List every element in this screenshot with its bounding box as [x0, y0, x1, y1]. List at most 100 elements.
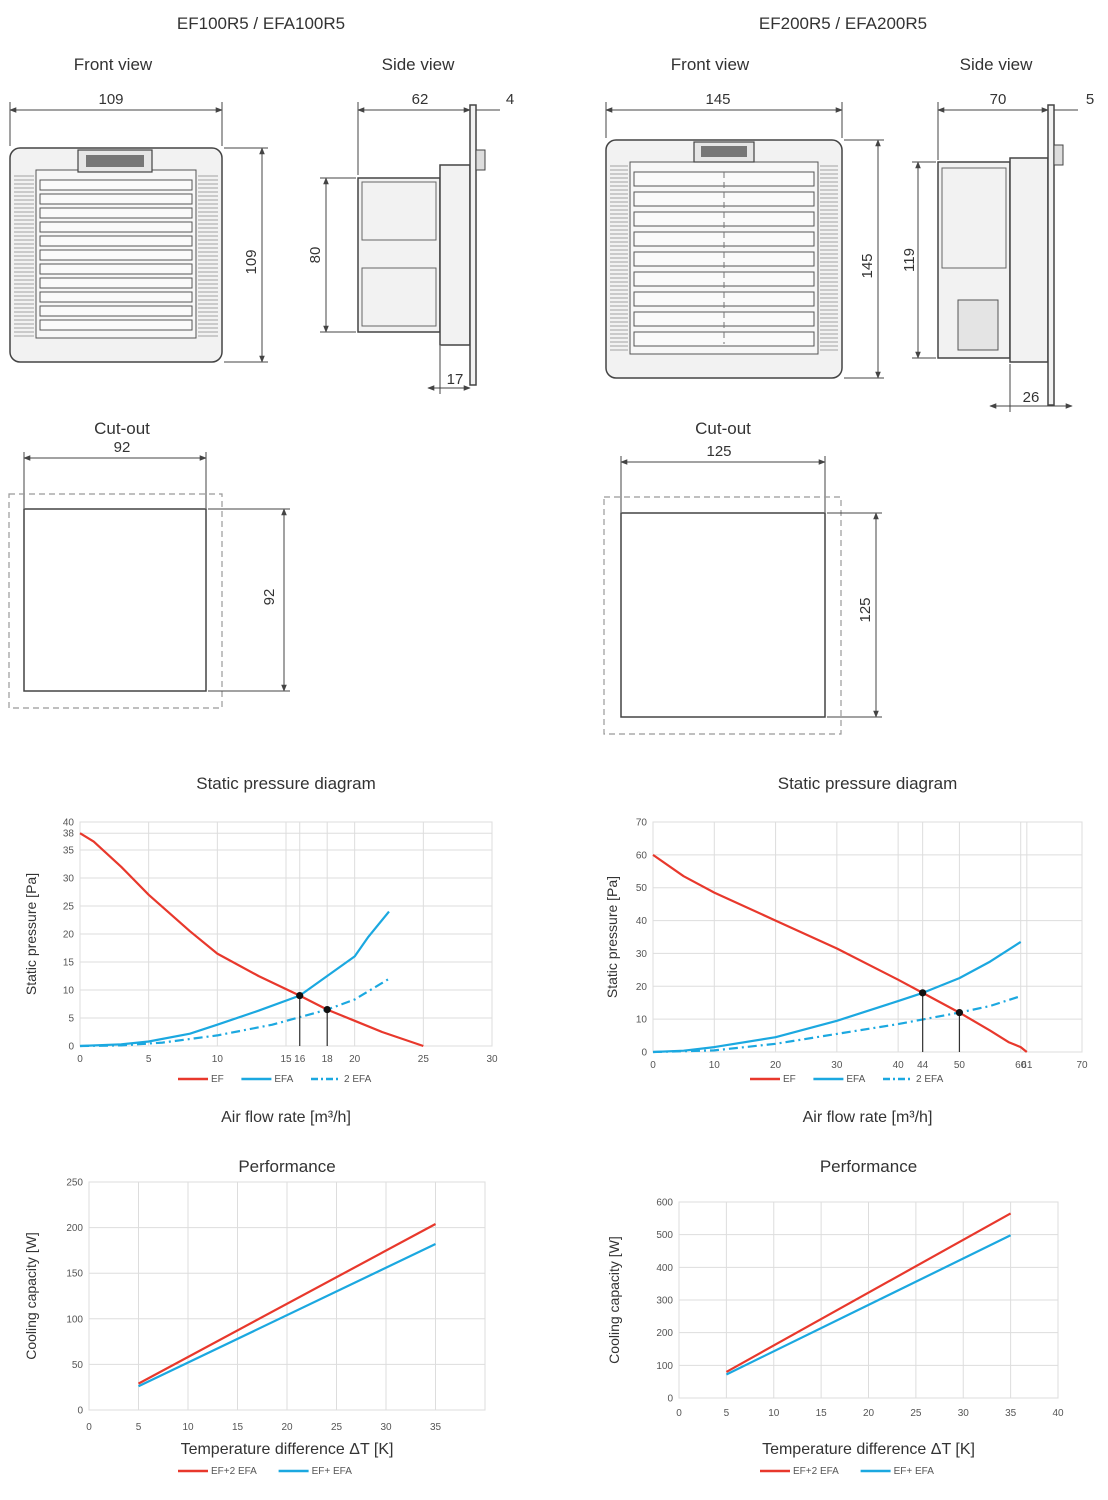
y-tick-label: 5: [68, 1014, 74, 1025]
legend-label: EFA: [274, 1074, 293, 1085]
cutout-height-dim: 92: [261, 589, 278, 606]
y-tick-label: 600: [656, 1198, 673, 1209]
side-grille-fins: [610, 165, 838, 351]
series-line-ef-2-efa: [725, 1212, 1012, 1373]
series-line-ef-efa: [138, 1243, 436, 1388]
side-flange-dim: 5: [1086, 91, 1094, 108]
plot-area: [652, 821, 1083, 1053]
brand-logo: [701, 146, 747, 157]
y-tick-label: 100: [656, 1361, 673, 1372]
side-view-label: Side view: [382, 55, 455, 74]
x-tick-label: 60: [1015, 1060, 1027, 1071]
cutout-outer-outline: [8, 493, 223, 709]
x-tick-label: 30: [958, 1408, 970, 1419]
legend-label: EF: [783, 1074, 796, 1085]
legend-label: EF+ EFA: [894, 1466, 935, 1477]
y-axis-label: Static pressure [Pa]: [23, 873, 39, 995]
y-tick-label: 0: [641, 1048, 647, 1059]
louver-slat: [39, 263, 193, 275]
legend-label: EF+ EFA: [312, 1466, 353, 1477]
y-tick-label: 60: [636, 850, 648, 861]
intersection-point: [955, 1008, 964, 1017]
x-tick-label: 20: [770, 1060, 782, 1071]
x-tick-label: 10: [768, 1408, 780, 1419]
side-depth-dim: 70: [990, 91, 1007, 108]
side-view-drawing: [937, 104, 1064, 406]
x-tick-label: 0: [77, 1054, 83, 1065]
side-depth-dim: 62: [412, 91, 429, 108]
model-ef200: EF200R5 / EFA200R5 Front view Side view …: [603, 14, 1094, 735]
front-view-drawing: [9, 147, 223, 363]
x-tick-label: 30: [380, 1422, 392, 1433]
louver-slat: [39, 291, 193, 303]
x-tick-label: 5: [136, 1422, 142, 1433]
x-tick-label: 15: [280, 1054, 292, 1065]
y-tick-label: 10: [636, 1015, 648, 1026]
y-tick-label: 30: [636, 949, 648, 960]
louver-slat: [39, 179, 193, 191]
cutout-label: Cut-out: [695, 419, 751, 438]
y-tick-label: 400: [656, 1263, 673, 1274]
legend-label: EFA: [846, 1074, 865, 1085]
y-tick-label: 50: [72, 1360, 84, 1371]
x-tick-label: 40: [1052, 1408, 1064, 1419]
series-line-efa: [652, 940, 1022, 1054]
y-tick-label: 40: [63, 818, 75, 829]
x-tick-label: 0: [650, 1060, 656, 1071]
x-tick-label: 10: [182, 1422, 194, 1433]
x-tick-label: 35: [1005, 1408, 1017, 1419]
x-tick-label: 0: [676, 1408, 682, 1419]
louver-slat: [39, 319, 193, 331]
chart-title: Static pressure diagram: [196, 774, 376, 793]
x-tick-label: 10: [709, 1060, 721, 1071]
series-line-ef: [79, 832, 424, 1048]
louver-slats: [39, 179, 193, 331]
cutout-width-dim: 125: [706, 443, 731, 460]
front-view-label: Front view: [74, 55, 153, 74]
y-tick-label: 500: [656, 1230, 673, 1241]
x-tick-label: 25: [418, 1054, 430, 1065]
y-tick-label: 10: [63, 986, 75, 997]
side-view-drawing: [357, 104, 486, 386]
chart-title: Static pressure diagram: [778, 774, 958, 793]
y-tick-label: 30: [63, 874, 75, 885]
x-tick-label: 30: [486, 1054, 498, 1065]
chart-title: Performance: [820, 1157, 917, 1176]
side-height-dim: 119: [901, 248, 918, 272]
legend-label: EF+2 EFA: [793, 1466, 839, 1477]
model-title: EF200R5 / EFA200R5: [759, 14, 927, 33]
x-tick-label: 25: [910, 1408, 922, 1419]
louver-slat: [39, 305, 193, 317]
side-bottom-dim: 17: [447, 371, 464, 388]
front-width-dim: 145: [705, 91, 730, 108]
x-axis-label: Air flow rate [m³/h]: [221, 1109, 351, 1126]
y-tick-label: 0: [77, 1406, 83, 1417]
chart-title: Performance: [238, 1157, 335, 1176]
intersection-point: [323, 1006, 331, 1014]
series-line-ef-2-efa: [137, 1223, 437, 1385]
front-width-dim: 109: [98, 91, 123, 108]
louver-slat: [39, 249, 193, 261]
y-tick-label: 50: [636, 883, 648, 894]
x-axis-label: Temperature difference ΔT [K]: [181, 1441, 394, 1458]
x-tick-label: 61: [1021, 1060, 1033, 1071]
intersection-point: [296, 992, 304, 1000]
louver-slat: [39, 221, 193, 233]
louver-slats: [633, 171, 815, 347]
legend-label: EF: [211, 1074, 224, 1085]
louver-slat: [39, 207, 193, 219]
y-tick-label: 20: [636, 982, 648, 993]
y-tick-label: 25: [63, 902, 75, 913]
front-height-dim: 109: [243, 249, 260, 274]
series-line-ef: [652, 853, 1028, 1053]
y-tick-label: 200: [656, 1328, 673, 1339]
y-tick-label: 35: [63, 846, 75, 857]
front-view-label: Front view: [671, 55, 750, 74]
x-tick-label: 20: [863, 1408, 875, 1419]
y-tick-label: 20: [63, 930, 75, 941]
front-view-drawing: [605, 139, 843, 379]
x-tick-label: 18: [322, 1054, 334, 1065]
front-height-dim: 145: [859, 253, 876, 278]
